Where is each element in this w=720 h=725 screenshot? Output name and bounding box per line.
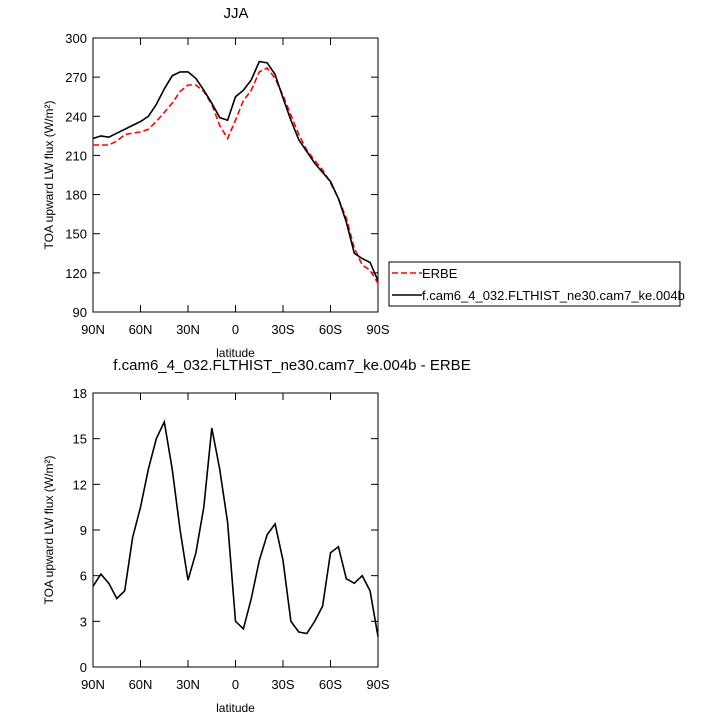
- x-tick-label: 0: [232, 677, 239, 692]
- x-tick-label: 90S: [366, 322, 389, 337]
- y-tick-label: 180: [65, 188, 87, 203]
- x-tick-label: 0: [232, 322, 239, 337]
- x-tick-label: 60S: [319, 677, 342, 692]
- y-tick-label: 18: [73, 386, 87, 401]
- y-tick-label: 240: [65, 109, 87, 124]
- y-tick-label: 3: [80, 614, 87, 629]
- x-tick-label: 60N: [129, 322, 153, 337]
- y-tick-label: 210: [65, 148, 87, 163]
- series-line: [92, 419, 379, 637]
- x-tick-label: 90S: [366, 677, 389, 692]
- y-tick-label: 300: [65, 31, 87, 46]
- plot-frame: [92, 37, 379, 313]
- series-line: [93, 66, 379, 284]
- y-tick-label: 15: [73, 432, 87, 447]
- y-tick-label: 6: [80, 569, 87, 584]
- chart-title: JJA: [223, 5, 248, 22]
- y-tick-label: 0: [80, 660, 87, 675]
- y-tick-label: 9: [80, 523, 87, 538]
- x-tick-label: 90N: [81, 322, 105, 337]
- y-tick-label: 150: [65, 227, 87, 242]
- x-tick-label: 30N: [176, 322, 200, 337]
- y-tick-label: 120: [65, 266, 87, 281]
- x-tick-label: 30S: [271, 322, 294, 337]
- series-line: [92, 60, 379, 282]
- y-tick-label: 12: [73, 477, 87, 492]
- x-tick-label: 90N: [81, 677, 105, 692]
- x-tick-label: 30S: [271, 677, 294, 692]
- legend-box: [388, 261, 681, 307]
- x-tick-label: 30N: [176, 677, 200, 692]
- x-tick-label: 60N: [129, 677, 153, 692]
- y-axis-label: TOA upward LW flux (W/m²): [42, 101, 56, 250]
- legend-label: ERBE: [422, 266, 458, 281]
- y-tick-label: 90: [73, 305, 87, 320]
- y-axis-label: TOA upward LW flux (W/m²): [42, 456, 56, 605]
- y-tick-label: 270: [65, 70, 87, 85]
- chart-title: f.cam6_4_032.FLTHIST_ne30.cam7_ke.004b -…: [113, 357, 470, 374]
- x-axis-label: latitude: [216, 701, 255, 715]
- legend-label: f.cam6_4_032.FLTHIST_ne30.cam7_ke.004b: [422, 288, 685, 303]
- x-tick-label: 60S: [319, 322, 342, 337]
- plot-frame: [92, 392, 379, 668]
- x-axis-label: latitude: [216, 346, 255, 360]
